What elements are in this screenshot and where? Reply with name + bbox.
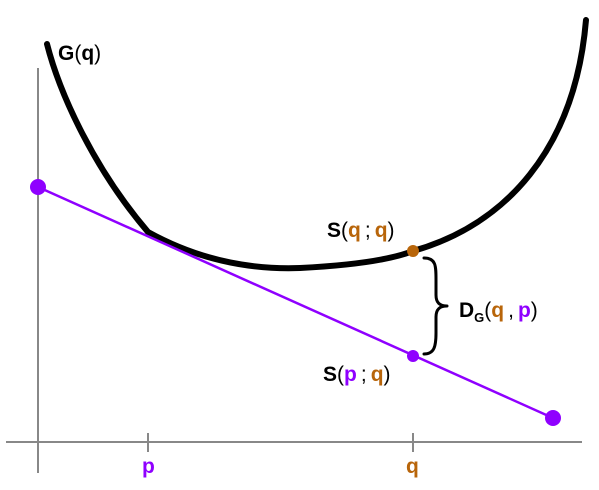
convex-curve bbox=[44, 17, 589, 272]
curve-label: G(q) bbox=[58, 42, 101, 65]
point-on-line-label: S(p; q) bbox=[323, 363, 391, 386]
divergence-label: DG(q, p) bbox=[459, 299, 538, 325]
point-on-curve-label: S(q; q) bbox=[327, 219, 395, 242]
x-tick-label-q: q bbox=[406, 455, 419, 478]
point-on-line bbox=[407, 350, 419, 362]
point-on-curve bbox=[407, 245, 419, 257]
tangent-end-dot bbox=[545, 410, 561, 426]
tangent-start-dot bbox=[30, 179, 46, 195]
tangent-line bbox=[37, 185, 554, 420]
divergence-brace bbox=[422, 256, 449, 356]
x-tick-label-p: p bbox=[142, 455, 155, 478]
